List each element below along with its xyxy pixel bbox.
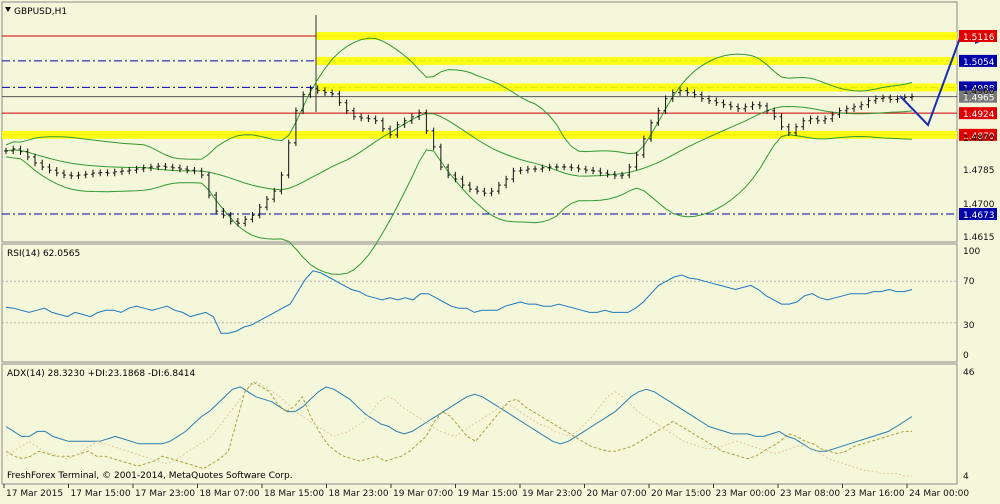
support-zone bbox=[2, 130, 957, 139]
time-label: 19 Mar 15:00 bbox=[458, 489, 518, 499]
adx-series-line bbox=[5, 381, 912, 477]
rsi-level-tick: 100 bbox=[963, 247, 980, 257]
rsi-panel-frame bbox=[1, 243, 958, 363]
price-label-box bbox=[959, 90, 997, 103]
time-label: 23 Mar 16:00 bbox=[845, 489, 905, 499]
rsi-level-tick: 30 bbox=[963, 321, 975, 331]
resistance-zone bbox=[316, 83, 957, 92]
time-label: 24 Mar 00:00 bbox=[909, 489, 969, 499]
price-label-box bbox=[959, 128, 997, 141]
adx-series-line bbox=[5, 381, 912, 470]
time-label: 23 Mar 08:00 bbox=[780, 489, 840, 499]
time-label: 19 Mar 23:00 bbox=[522, 489, 582, 499]
time-label: 20 Mar 07:00 bbox=[587, 489, 647, 499]
price-label-text: 1.4988 bbox=[963, 84, 995, 94]
adx-series-line bbox=[5, 386, 913, 452]
main-panel-frame bbox=[1, 1, 958, 243]
copyright-text: FreshForex Terminal, © 2001-2014, MetaQu… bbox=[7, 471, 293, 481]
adx-label: ADX(14) 28.3230 +DI:23.1868 -DI:6.8414 bbox=[7, 369, 196, 379]
time-label: 23 Mar 00:00 bbox=[716, 489, 776, 499]
resistance-zone bbox=[316, 56, 957, 65]
adx-panel-frame bbox=[1, 363, 958, 485]
rsi-line bbox=[5, 270, 913, 334]
time-label: 17 Mar 2015 bbox=[6, 489, 63, 499]
price-label-text: 1.4924 bbox=[963, 110, 995, 120]
time-label: 18 Mar 23:00 bbox=[329, 489, 389, 499]
price-label-box bbox=[959, 208, 997, 220]
adx-level-tick: 46 bbox=[963, 368, 975, 378]
price-label-text: 1.4673 bbox=[963, 211, 995, 221]
price-label-box bbox=[959, 81, 997, 94]
time-label: 17 Mar 15:00 bbox=[71, 489, 131, 499]
bollinger-upper-line bbox=[5, 37, 913, 160]
time-label: 20 Mar 15:00 bbox=[651, 489, 711, 499]
symbol-label: GBPUSD,H1 bbox=[14, 7, 67, 17]
bollinger-mid-line bbox=[5, 105, 913, 191]
price-label-box bbox=[959, 30, 997, 42]
bollinger-lower-line bbox=[5, 134, 913, 275]
adx-level-tick: 4 bbox=[963, 472, 969, 482]
price-tick: 1.4700 bbox=[963, 200, 995, 210]
price-label-text: 1.4965 bbox=[963, 94, 995, 104]
price-tick: 1.4870 bbox=[963, 134, 995, 144]
rsi-level-tick: 70 bbox=[963, 277, 975, 287]
time-label: 18 Mar 15:00 bbox=[264, 489, 324, 499]
price-label-text: 1.5054 bbox=[963, 58, 995, 68]
time-label: 18 Mar 07:00 bbox=[200, 489, 260, 499]
price-tick: 1.4615 bbox=[963, 233, 995, 243]
price-tick: 1.4785 bbox=[963, 166, 995, 176]
time-label: 17 Mar 23:00 bbox=[135, 489, 195, 499]
price-tick: 1.4960 bbox=[963, 87, 995, 97]
resistance-zone bbox=[316, 32, 957, 40]
time-label: 19 Mar 07:00 bbox=[393, 489, 453, 499]
price-label-box bbox=[959, 107, 997, 120]
symbol-dropdown-icon[interactable] bbox=[5, 7, 11, 12]
rsi-label: RSI(14) 62.0565 bbox=[7, 249, 80, 259]
price-label-text: 1.4870 bbox=[963, 132, 995, 142]
price-label-box bbox=[959, 54, 997, 67]
price-label-text: 1.5116 bbox=[963, 33, 995, 43]
rsi-level-tick: 0 bbox=[963, 351, 969, 361]
